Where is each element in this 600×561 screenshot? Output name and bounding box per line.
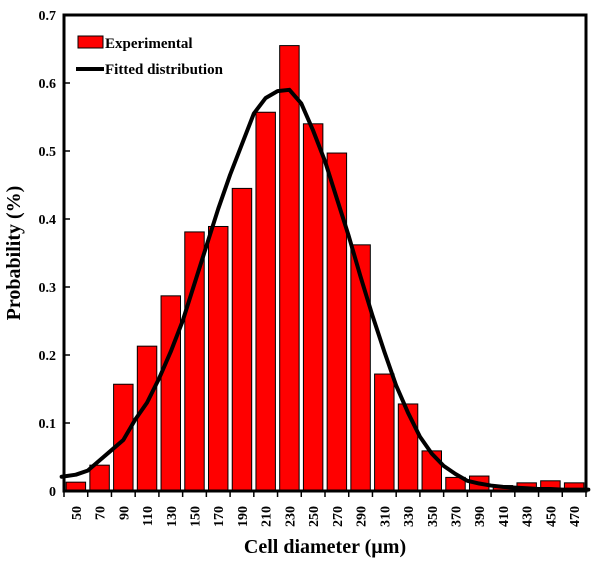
- bar-250: [302, 123, 324, 492]
- y-tick-label: 0.7: [39, 9, 57, 24]
- x-tick-label: 430: [521, 506, 536, 527]
- x-tick-label: 110: [141, 506, 156, 526]
- x-tick-label: 310: [378, 506, 393, 527]
- x-tick-label: 70: [94, 506, 109, 520]
- fitted-curve-group: [59, 87, 591, 492]
- x-tick-label: 290: [355, 506, 370, 527]
- bar-230: [279, 45, 300, 492]
- x-tick-label: 410: [497, 506, 512, 527]
- y-tick-label: 0.3: [39, 281, 57, 296]
- x-tick-label: 170: [212, 506, 227, 527]
- x-axis: 50 70 90 110 130 150 170 190 210 230 250 270 290 310 3…: [63, 491, 587, 527]
- x-tick-label: 210: [260, 506, 275, 527]
- x-tick-label: 250: [307, 506, 322, 527]
- bars-group: [65, 45, 585, 492]
- bar-350: [421, 450, 443, 492]
- bar-110: [136, 345, 158, 492]
- y-axis-title: Probability (%): [3, 186, 25, 321]
- bar-130: [160, 295, 181, 492]
- legend-label-experimental: Experimental: [105, 36, 193, 52]
- bar-70: [89, 464, 110, 492]
- y-axis: 0 0.1 0.2 0.3 0.4 0.5 0.6 0.7: [39, 9, 70, 500]
- legend-swatch-experimental: [77, 35, 104, 49]
- y-tick-label: 0.6: [39, 77, 57, 92]
- bar-170: [208, 225, 229, 492]
- y-tick-label: 0: [49, 485, 56, 500]
- y-tick-label: 0.4: [39, 213, 57, 228]
- x-tick-label: 130: [165, 506, 180, 527]
- fitted-curve: [59, 87, 591, 492]
- bar-190: [231, 187, 253, 492]
- bar-310: [374, 373, 395, 492]
- x-tick-label: 390: [473, 506, 488, 527]
- x-tick-label: 330: [402, 506, 417, 527]
- legend: Experimental Fitted distribution: [76, 35, 224, 78]
- x-tick-label: 50: [70, 506, 85, 520]
- x-axis-title: Cell diameter (µm): [244, 536, 406, 558]
- bar-210: [255, 111, 276, 492]
- x-tick-label: 150: [189, 506, 204, 527]
- x-tick-label: 370: [450, 506, 465, 527]
- legend-label-fitted: Fitted distribution: [105, 62, 224, 78]
- bar-150: [184, 231, 205, 492]
- y-tick-label: 0.2: [39, 349, 57, 364]
- x-tick-label: 470: [568, 506, 583, 527]
- y-tick-label: 0.5: [39, 145, 57, 160]
- x-tick-label: 230: [283, 506, 298, 527]
- y-tick-label: 0.1: [39, 417, 57, 432]
- x-tick-label: 270: [331, 506, 346, 527]
- x-tick-label: 350: [426, 506, 441, 527]
- x-tick-label: 90: [117, 506, 132, 520]
- x-tick-label: 190: [236, 506, 251, 527]
- x-tick-label: 450: [544, 506, 559, 527]
